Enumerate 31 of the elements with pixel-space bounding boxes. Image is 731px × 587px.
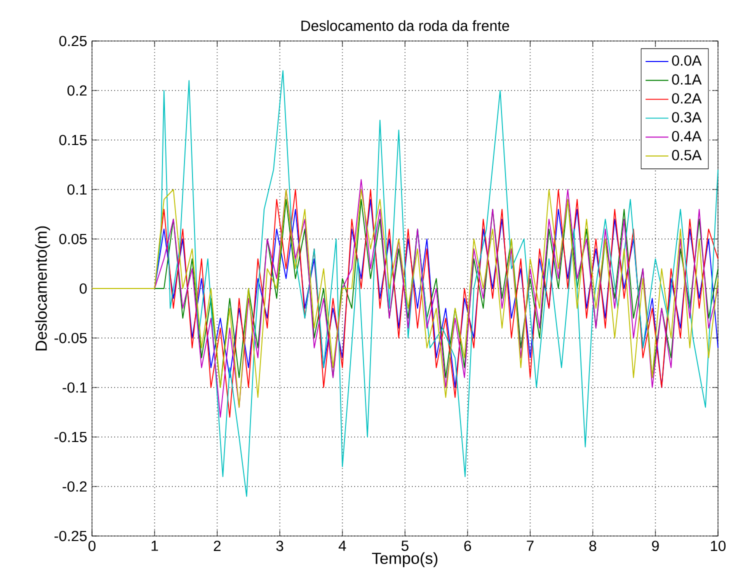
x-tick-label: 3 bbox=[276, 540, 284, 552]
y-tick-label: 0.2 bbox=[67, 85, 87, 96]
x-tick-label: 1 bbox=[152, 540, 158, 551]
y-tick-label: -0.1 bbox=[62, 382, 87, 393]
y-tick-label: 0.1 bbox=[67, 184, 87, 195]
y-axis-title: Deslocamento(m) bbox=[35, 226, 50, 350]
x-tick-label: 0 bbox=[88, 540, 96, 552]
x-tick-label: 6 bbox=[464, 540, 472, 552]
y-tick-label: -0.2 bbox=[62, 481, 87, 492]
y-tick-label: 0.25 bbox=[59, 36, 87, 46]
y-tick-label: -0.05 bbox=[54, 332, 87, 344]
y-tick-label: -0.15 bbox=[54, 432, 87, 442]
x-tick-label: 9 bbox=[652, 540, 659, 552]
legend-label: 0.0A bbox=[672, 55, 702, 66]
y-tick-label: 0.15 bbox=[59, 134, 87, 146]
x-axis-title: Tempo(s) bbox=[372, 552, 438, 568]
legend-label: 0.2A bbox=[672, 93, 702, 104]
y-tick-label: -0.25 bbox=[54, 530, 87, 542]
x-tick-label: 4 bbox=[338, 540, 346, 551]
legend-label: 0.5A bbox=[672, 150, 702, 160]
legend-label: 0.1A bbox=[672, 74, 702, 85]
y-tick-label: 0 bbox=[80, 283, 87, 294]
y-tick-label: 0.05 bbox=[59, 234, 87, 244]
legend-label: 0.3A bbox=[672, 112, 702, 122]
x-tick-label: 8 bbox=[589, 540, 596, 552]
legend-label: 0.4A bbox=[672, 131, 702, 142]
x-tick-label: 10 bbox=[710, 540, 726, 552]
x-tick-label: 7 bbox=[526, 540, 534, 551]
chart-title: Deslocamento da roda da frente bbox=[301, 20, 510, 31]
x-tick-label: 2 bbox=[214, 540, 221, 551]
x-tick-label: 5 bbox=[402, 540, 408, 551]
